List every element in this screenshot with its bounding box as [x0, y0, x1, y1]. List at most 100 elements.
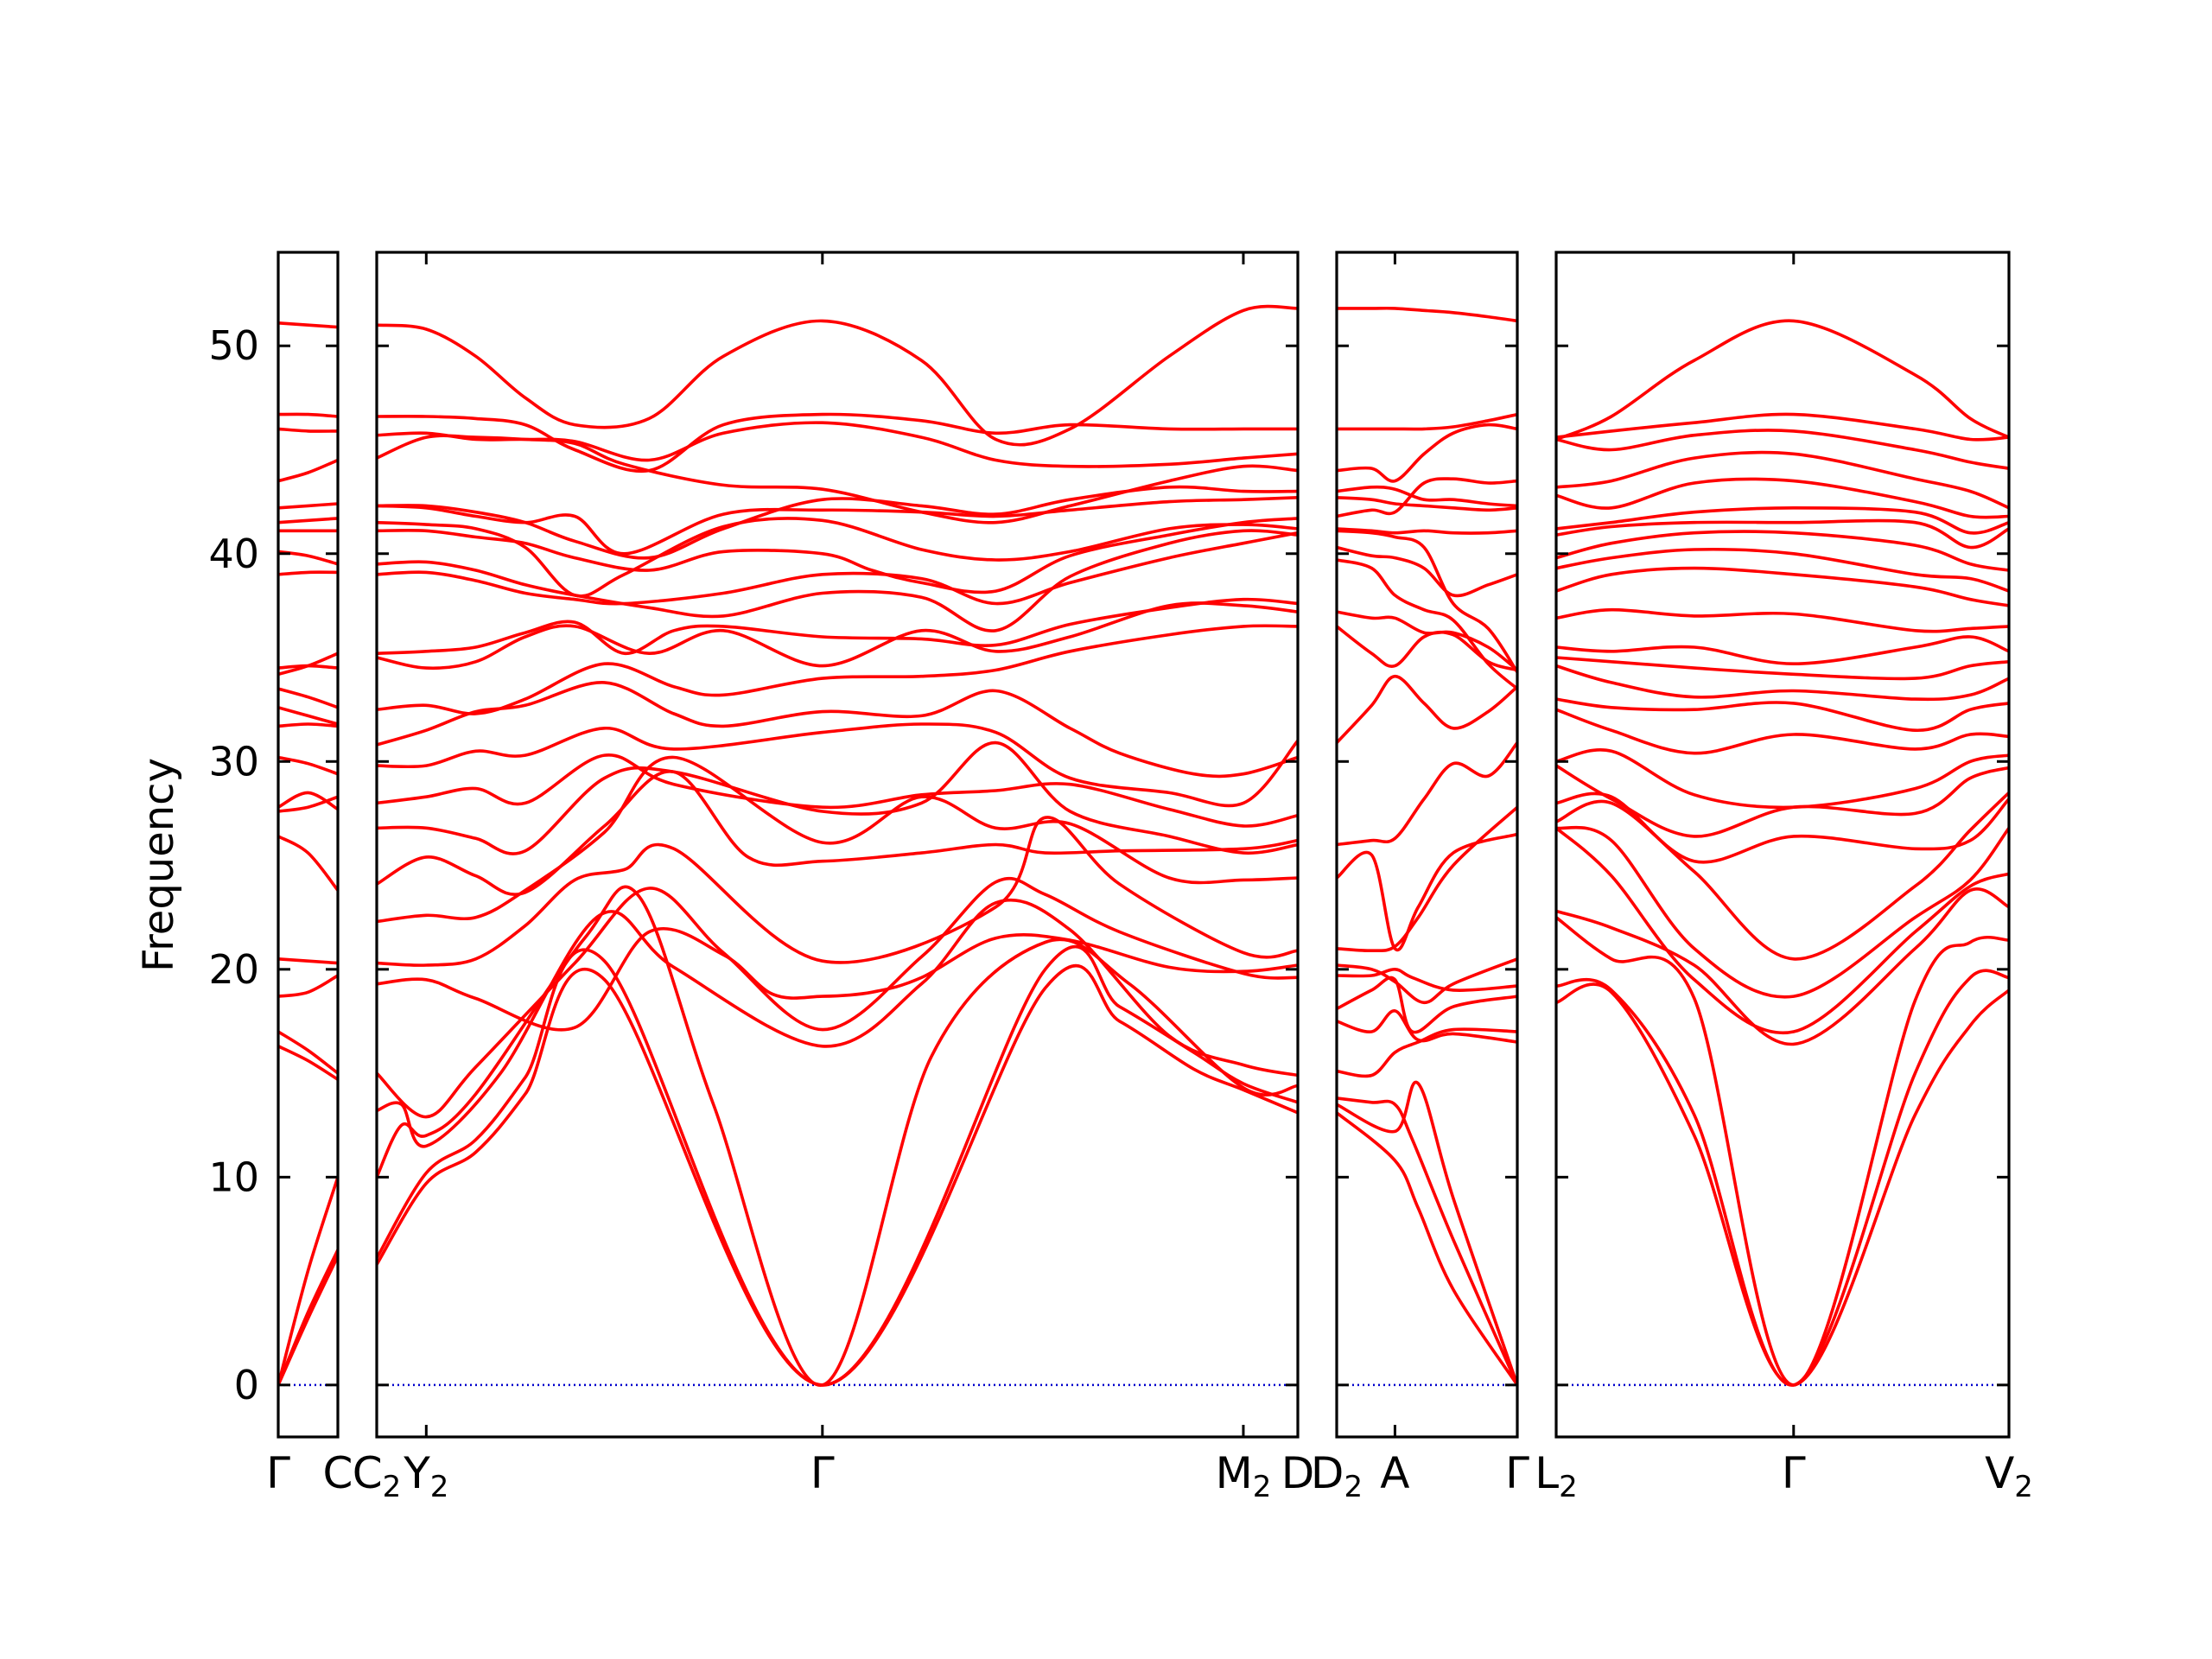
band-line-band-15 — [1337, 558, 1517, 690]
band-line-band-9 — [1556, 764, 2009, 838]
band-line-band-6 — [1556, 825, 2009, 999]
band-line-band-12 — [278, 722, 338, 728]
band-line-band-22 — [1337, 423, 1517, 483]
band-line-band-3 — [1337, 1096, 1517, 1387]
band-line-band-20 — [278, 517, 338, 524]
band-line-band-13 — [278, 706, 338, 726]
band-line-band-24 — [1337, 306, 1517, 323]
band-line-band-5 — [1556, 826, 2009, 1035]
kpoint-label: Γ — [810, 1448, 835, 1498]
band-line-band-16 — [377, 597, 1298, 656]
band-line-band-4 — [377, 898, 1298, 1148]
band-line-band-16 — [1337, 545, 1517, 598]
band-line-band-22 — [278, 458, 338, 483]
band-line-band-23 — [1337, 412, 1517, 431]
y-tick-label: 20 — [208, 946, 259, 993]
band-line-band-13 — [377, 681, 1298, 779]
kpoint-label-base: Γ — [1505, 1448, 1529, 1498]
band-line-band-11 — [1337, 741, 1517, 847]
band-line-band-20 — [1337, 485, 1517, 508]
y-tick-label: 0 — [234, 1362, 259, 1408]
y-tick-label: 50 — [208, 322, 259, 369]
band-line-band-14 — [1556, 656, 2009, 681]
panel-frame — [276, 251, 340, 1439]
panel-frame — [375, 251, 1300, 1439]
band-line-band-24 — [1556, 429, 2009, 470]
band-line-band-2 — [1337, 1080, 1517, 1387]
panel-C2-Y2-G-M2-D: C2 Y2 Γ M2 D — [353, 251, 1315, 1504]
band-line-band-1 — [1337, 1111, 1517, 1387]
kpoint-label-subscript: 2 — [2014, 1470, 2033, 1504]
panel-D2-A-G: D2 A Γ — [1311, 251, 1529, 1504]
band-line-band-7 — [278, 957, 338, 965]
y-tick-label: 40 — [208, 531, 259, 577]
kpoint-label-subscript: 2 — [1344, 1470, 1363, 1504]
band-line-band-21 — [1556, 506, 2009, 535]
kpoint-label: M2 — [1216, 1448, 1272, 1504]
band-line-band-20 — [377, 517, 1298, 598]
panels-layer: Γ C C2 Y2 Γ M2 DD2 A Γ L2 Γ V2 — [266, 251, 2033, 1504]
band-line-band-17 — [377, 531, 1298, 606]
band-line-band-11 — [1556, 708, 2009, 755]
kpoint-label-base: Γ — [810, 1448, 835, 1498]
band-line-band-18 — [377, 529, 1298, 632]
band-line-band-12 — [1337, 674, 1517, 745]
band-line-band-15 — [1556, 635, 2009, 665]
bands — [377, 304, 1298, 1387]
band-line-band-5 — [377, 876, 1298, 1119]
band-line-band-16 — [1556, 607, 2009, 633]
band-line-band-11 — [377, 753, 1298, 828]
band-line-band-19 — [377, 517, 1298, 594]
band-line-band-9 — [1337, 805, 1517, 953]
kpoint-label-base: Γ — [266, 1448, 290, 1498]
band-line-band-4 — [1337, 1027, 1517, 1078]
band-line-band-20 — [1556, 518, 2009, 550]
kpoint-label: C2 — [353, 1448, 402, 1504]
kpoint-label-subscript: 2 — [1559, 1470, 1578, 1504]
band-line-band-21 — [278, 502, 338, 510]
y-axis: 0 10 20 30 40 50 — [208, 322, 259, 1408]
band-line-band-8 — [278, 835, 338, 893]
band-line-band-5 — [278, 1030, 338, 1075]
band-line-band-9 — [377, 770, 1298, 896]
band-line-band-3 — [377, 885, 1298, 1387]
band-line-band-23 — [1556, 450, 2009, 510]
kpoint-label: L2 — [1535, 1448, 1578, 1504]
band-line-band-7 — [1337, 968, 1517, 992]
band-line-band-6 — [1337, 976, 1517, 1034]
band-line-band-6 — [278, 974, 338, 998]
panel-frame — [1554, 251, 2011, 1439]
band-line-band-25 — [1556, 412, 2009, 442]
band-line-band-12 — [1556, 697, 2009, 733]
band-line-band-24 — [278, 412, 338, 418]
kpoint-label-subscript: 2 — [430, 1470, 449, 1504]
kpoint-label-base: D — [1281, 1448, 1315, 1498]
kpoint-label-base: Y — [403, 1448, 430, 1498]
band-line-band-9 — [278, 795, 338, 813]
kpoint-label: A — [1380, 1448, 1409, 1498]
kpoint-label-base: V — [1985, 1448, 2014, 1498]
band-line-band-7 — [1556, 791, 2009, 961]
band-line-band-8 — [1556, 791, 2009, 864]
band-line-band-8 — [1337, 957, 1517, 1005]
kpoint-label: V2 — [1985, 1448, 2033, 1504]
band-line-band-4 — [278, 1045, 338, 1082]
band-line-band-4 — [1556, 887, 2009, 1046]
band-line-band-11 — [278, 755, 338, 776]
band-line-band-14 — [278, 687, 338, 709]
kpoint-label: Γ — [1782, 1448, 1806, 1498]
bands — [1556, 319, 2009, 1387]
band-line-band-10 — [278, 791, 338, 811]
band-line-band-25 — [278, 321, 338, 329]
band-line-band-14 — [377, 624, 1298, 715]
band-line-band-10 — [1337, 832, 1517, 952]
band-line-band-12 — [377, 722, 1298, 808]
y-axis-label: Frequency — [135, 758, 183, 972]
kpoint-label: Γ — [266, 1448, 290, 1498]
band-line-band-10 — [1556, 748, 2009, 810]
band-line-band-24 — [377, 421, 1298, 468]
band-line-band-13 — [1556, 664, 2009, 702]
bands — [278, 321, 338, 1387]
band-line-band-17 — [1556, 566, 2009, 607]
